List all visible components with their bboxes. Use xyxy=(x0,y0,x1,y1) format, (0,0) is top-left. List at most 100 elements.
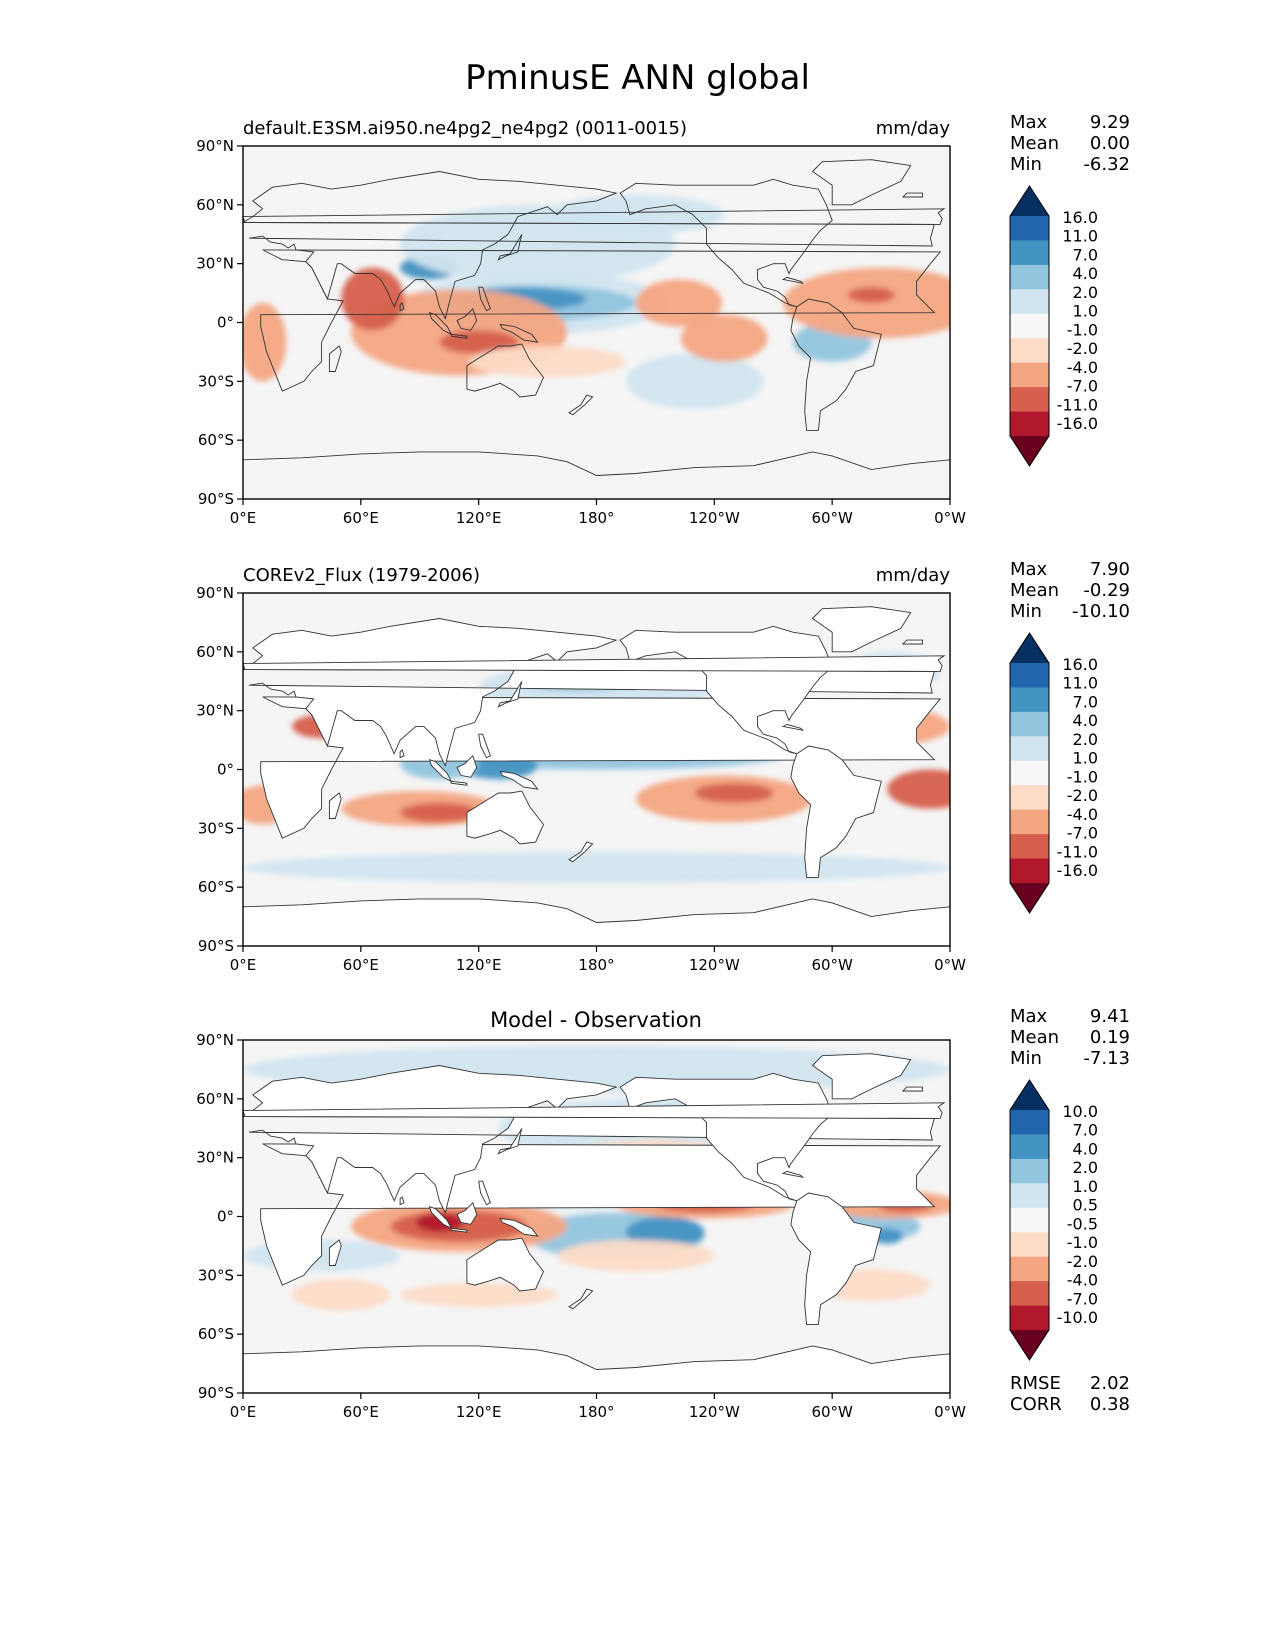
colorbar-segment xyxy=(1010,1110,1049,1135)
colorbar-extend-top xyxy=(1010,186,1049,216)
colorbar-segment xyxy=(1010,785,1049,811)
coast-nz xyxy=(568,1288,594,1310)
colorbar-level-label: 2.0 xyxy=(1073,283,1098,302)
colorbar-segment xyxy=(1010,1232,1049,1258)
stat-label-max: Max xyxy=(1010,112,1048,133)
stat-label-mean: Mean xyxy=(1010,1027,1059,1048)
colorbar-level-label: 0.5 xyxy=(1073,1196,1098,1215)
lon-tick-label: 120°W xyxy=(689,509,740,527)
colorbar-level-label: -2.0 xyxy=(1067,786,1098,805)
field-blob-12 xyxy=(635,279,723,327)
colorbar-level-label: 1.0 xyxy=(1073,749,1098,768)
coast-samerica xyxy=(790,745,882,878)
lon-tick-label: 120°E xyxy=(456,956,502,974)
colorbar-level-label: 7.0 xyxy=(1073,246,1098,265)
lat-tick-label: 30°N xyxy=(196,702,234,720)
coast-cuba xyxy=(781,723,805,732)
coast-borneo xyxy=(456,1201,478,1225)
stat-label-rmse: RMSE xyxy=(1010,1373,1061,1394)
lon-tick-label: 60°W xyxy=(811,956,853,974)
lat-tick-label: 60°N xyxy=(196,1090,234,1108)
stat-value-max: 9.41 xyxy=(1090,1006,1130,1027)
stat-value-rmse: 2.02 xyxy=(1090,1373,1130,1394)
coast-samerica xyxy=(790,1192,882,1325)
lat-tick-label: 30°S xyxy=(198,1266,234,1284)
lon-tick-label: 120°E xyxy=(456,1403,502,1421)
colorbar-level-label: -7.0 xyxy=(1067,377,1098,396)
panel-center-title: Model - Observation xyxy=(490,1008,702,1032)
panel-left-title: COREv2_Flux (1979-2006) xyxy=(243,565,480,586)
coast-namerica xyxy=(619,178,833,308)
colorbar-level-label: 16.0 xyxy=(1062,208,1098,227)
colorbar-level-label: 11.0 xyxy=(1062,227,1098,246)
colorbar-level-label: -1.0 xyxy=(1067,320,1098,339)
colorbar-level-label: 4.0 xyxy=(1073,264,1098,283)
colorbar-level-label: 16.0 xyxy=(1062,655,1098,674)
colorbar-level-label: 7.0 xyxy=(1073,1121,1098,1140)
figure-title: PminusE ANN global xyxy=(465,58,810,98)
colorbar: 10.07.04.02.01.00.5-0.5-1.0-2.0-4.0-7.0-… xyxy=(1009,1079,1098,1361)
colorbar-segment xyxy=(1010,1134,1049,1160)
axes: 90°N 60°N 30°N 0° 30°S 60°S 90°S0°E 60°E 120°E 18… xyxy=(196,584,966,974)
coast-newguinea xyxy=(499,323,539,343)
colorbar-segment xyxy=(1010,216,1049,241)
coastlines xyxy=(243,606,950,946)
coast-iceland xyxy=(901,639,923,645)
coast-uk xyxy=(243,1102,946,1119)
coast-madagascar xyxy=(328,792,342,819)
lon-tick-label: 0°E xyxy=(230,509,257,527)
colorbar-level-label: -0.5 xyxy=(1067,1214,1098,1233)
coast-srilanka xyxy=(399,749,405,759)
stat-value-min: -7.13 xyxy=(1083,1048,1130,1069)
colorbar-level-label: -16.0 xyxy=(1057,861,1098,880)
coast-philippines xyxy=(478,1180,491,1206)
lat-tick-label: 30°N xyxy=(196,255,234,273)
colorbar-segment xyxy=(1010,1207,1049,1233)
colorbar-level-label: -11.0 xyxy=(1057,842,1098,861)
colorbar-segment xyxy=(1010,711,1049,737)
colorbar-segment xyxy=(1010,411,1049,437)
stat-label-corr: CORR xyxy=(1010,1394,1062,1415)
panel-units: mm/day xyxy=(876,118,951,139)
coast-samerica xyxy=(790,298,882,431)
lat-tick-label: 90°N xyxy=(196,137,234,155)
lon-tick-label: 120°W xyxy=(689,956,740,974)
stat-label-mean: Mean xyxy=(1010,133,1059,154)
colorbar-segment xyxy=(1010,1305,1049,1331)
lon-tick-label: 0°W xyxy=(934,509,966,527)
colorbar-level-label: -1.0 xyxy=(1067,1233,1098,1252)
field-blob-11 xyxy=(415,1212,463,1233)
colorbar-segment xyxy=(1010,362,1049,388)
coast-cuba xyxy=(781,276,805,285)
axes: 90°N 60°N 30°N 0° 30°S 60°S 90°S0°E 60°E 120°E 18… xyxy=(196,137,966,527)
lat-tick-label: 30°S xyxy=(198,819,234,837)
coast-eurasia xyxy=(243,171,935,320)
coast-nz xyxy=(568,841,594,863)
coast-japan xyxy=(497,234,523,261)
field-blob-16 xyxy=(557,1240,715,1272)
coast-japan xyxy=(497,681,523,708)
coast-eurasia xyxy=(243,1065,935,1214)
colorbar-outline xyxy=(1009,1079,1050,1361)
coast-greenland xyxy=(811,159,912,206)
lat-tick-label: 0° xyxy=(217,761,234,779)
colorbar-level-label: -2.0 xyxy=(1067,339,1098,358)
coast-australia xyxy=(466,790,545,845)
field-blob-15 xyxy=(847,287,896,303)
lon-tick-label: 120°E xyxy=(456,509,502,527)
lat-tick-label: 30°S xyxy=(198,372,234,390)
colorbar-level-label: 1.0 xyxy=(1073,302,1098,321)
coast-australia xyxy=(466,343,545,398)
field-layer xyxy=(243,195,950,409)
field-blob-10 xyxy=(439,330,518,354)
field-blob-5 xyxy=(625,1216,705,1248)
colorbar-level-label: 4.0 xyxy=(1073,711,1098,730)
coast-borneo xyxy=(456,307,478,331)
lon-tick-label: 60°E xyxy=(343,1403,379,1421)
lon-tick-label: 60°W xyxy=(811,1403,853,1421)
colorbar-extend-bottom xyxy=(1010,436,1049,466)
coast-srilanka xyxy=(399,1196,405,1206)
lat-tick-label: 0° xyxy=(217,1208,234,1226)
coast-cuba xyxy=(781,1170,805,1179)
lat-tick-label: 0° xyxy=(217,314,234,332)
